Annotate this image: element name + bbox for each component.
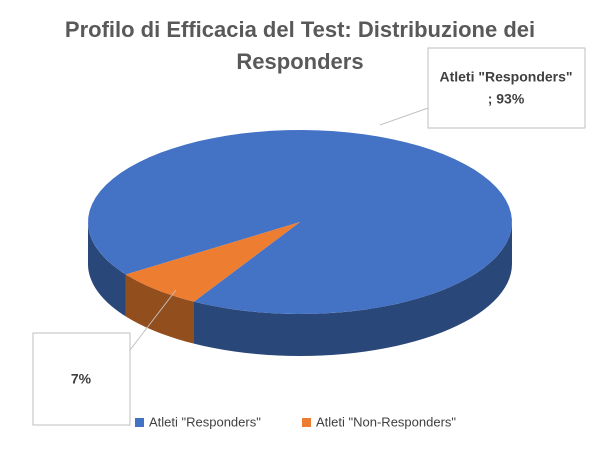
pie-slice-side (125, 274, 194, 344)
pie-slice (125, 222, 300, 302)
callout-box (427, 47, 586, 129)
leader-line (129, 289, 177, 351)
pie (88, 130, 512, 356)
chart-title: Profilo di Efficacia del Test: Distribuz… (64, 17, 536, 74)
legend: Atleti "Responders" Atleti "Non-Responder… (135, 414, 456, 429)
pie-slice-side (88, 222, 126, 317)
pie-slice-side (194, 222, 512, 356)
data-label: 7% (71, 371, 92, 387)
callout-box (32, 332, 131, 426)
data-label-category: Atleti "Responders" (439, 69, 572, 85)
data-label: ; 93% (488, 91, 525, 107)
leader-line (379, 107, 429, 126)
legend-swatch (302, 418, 311, 427)
legend-label: Atleti "Responders" (149, 414, 261, 429)
legend-swatch (135, 418, 144, 427)
pie-slice (88, 130, 512, 314)
legend-label: Atleti "Non-Responders" (316, 414, 456, 429)
